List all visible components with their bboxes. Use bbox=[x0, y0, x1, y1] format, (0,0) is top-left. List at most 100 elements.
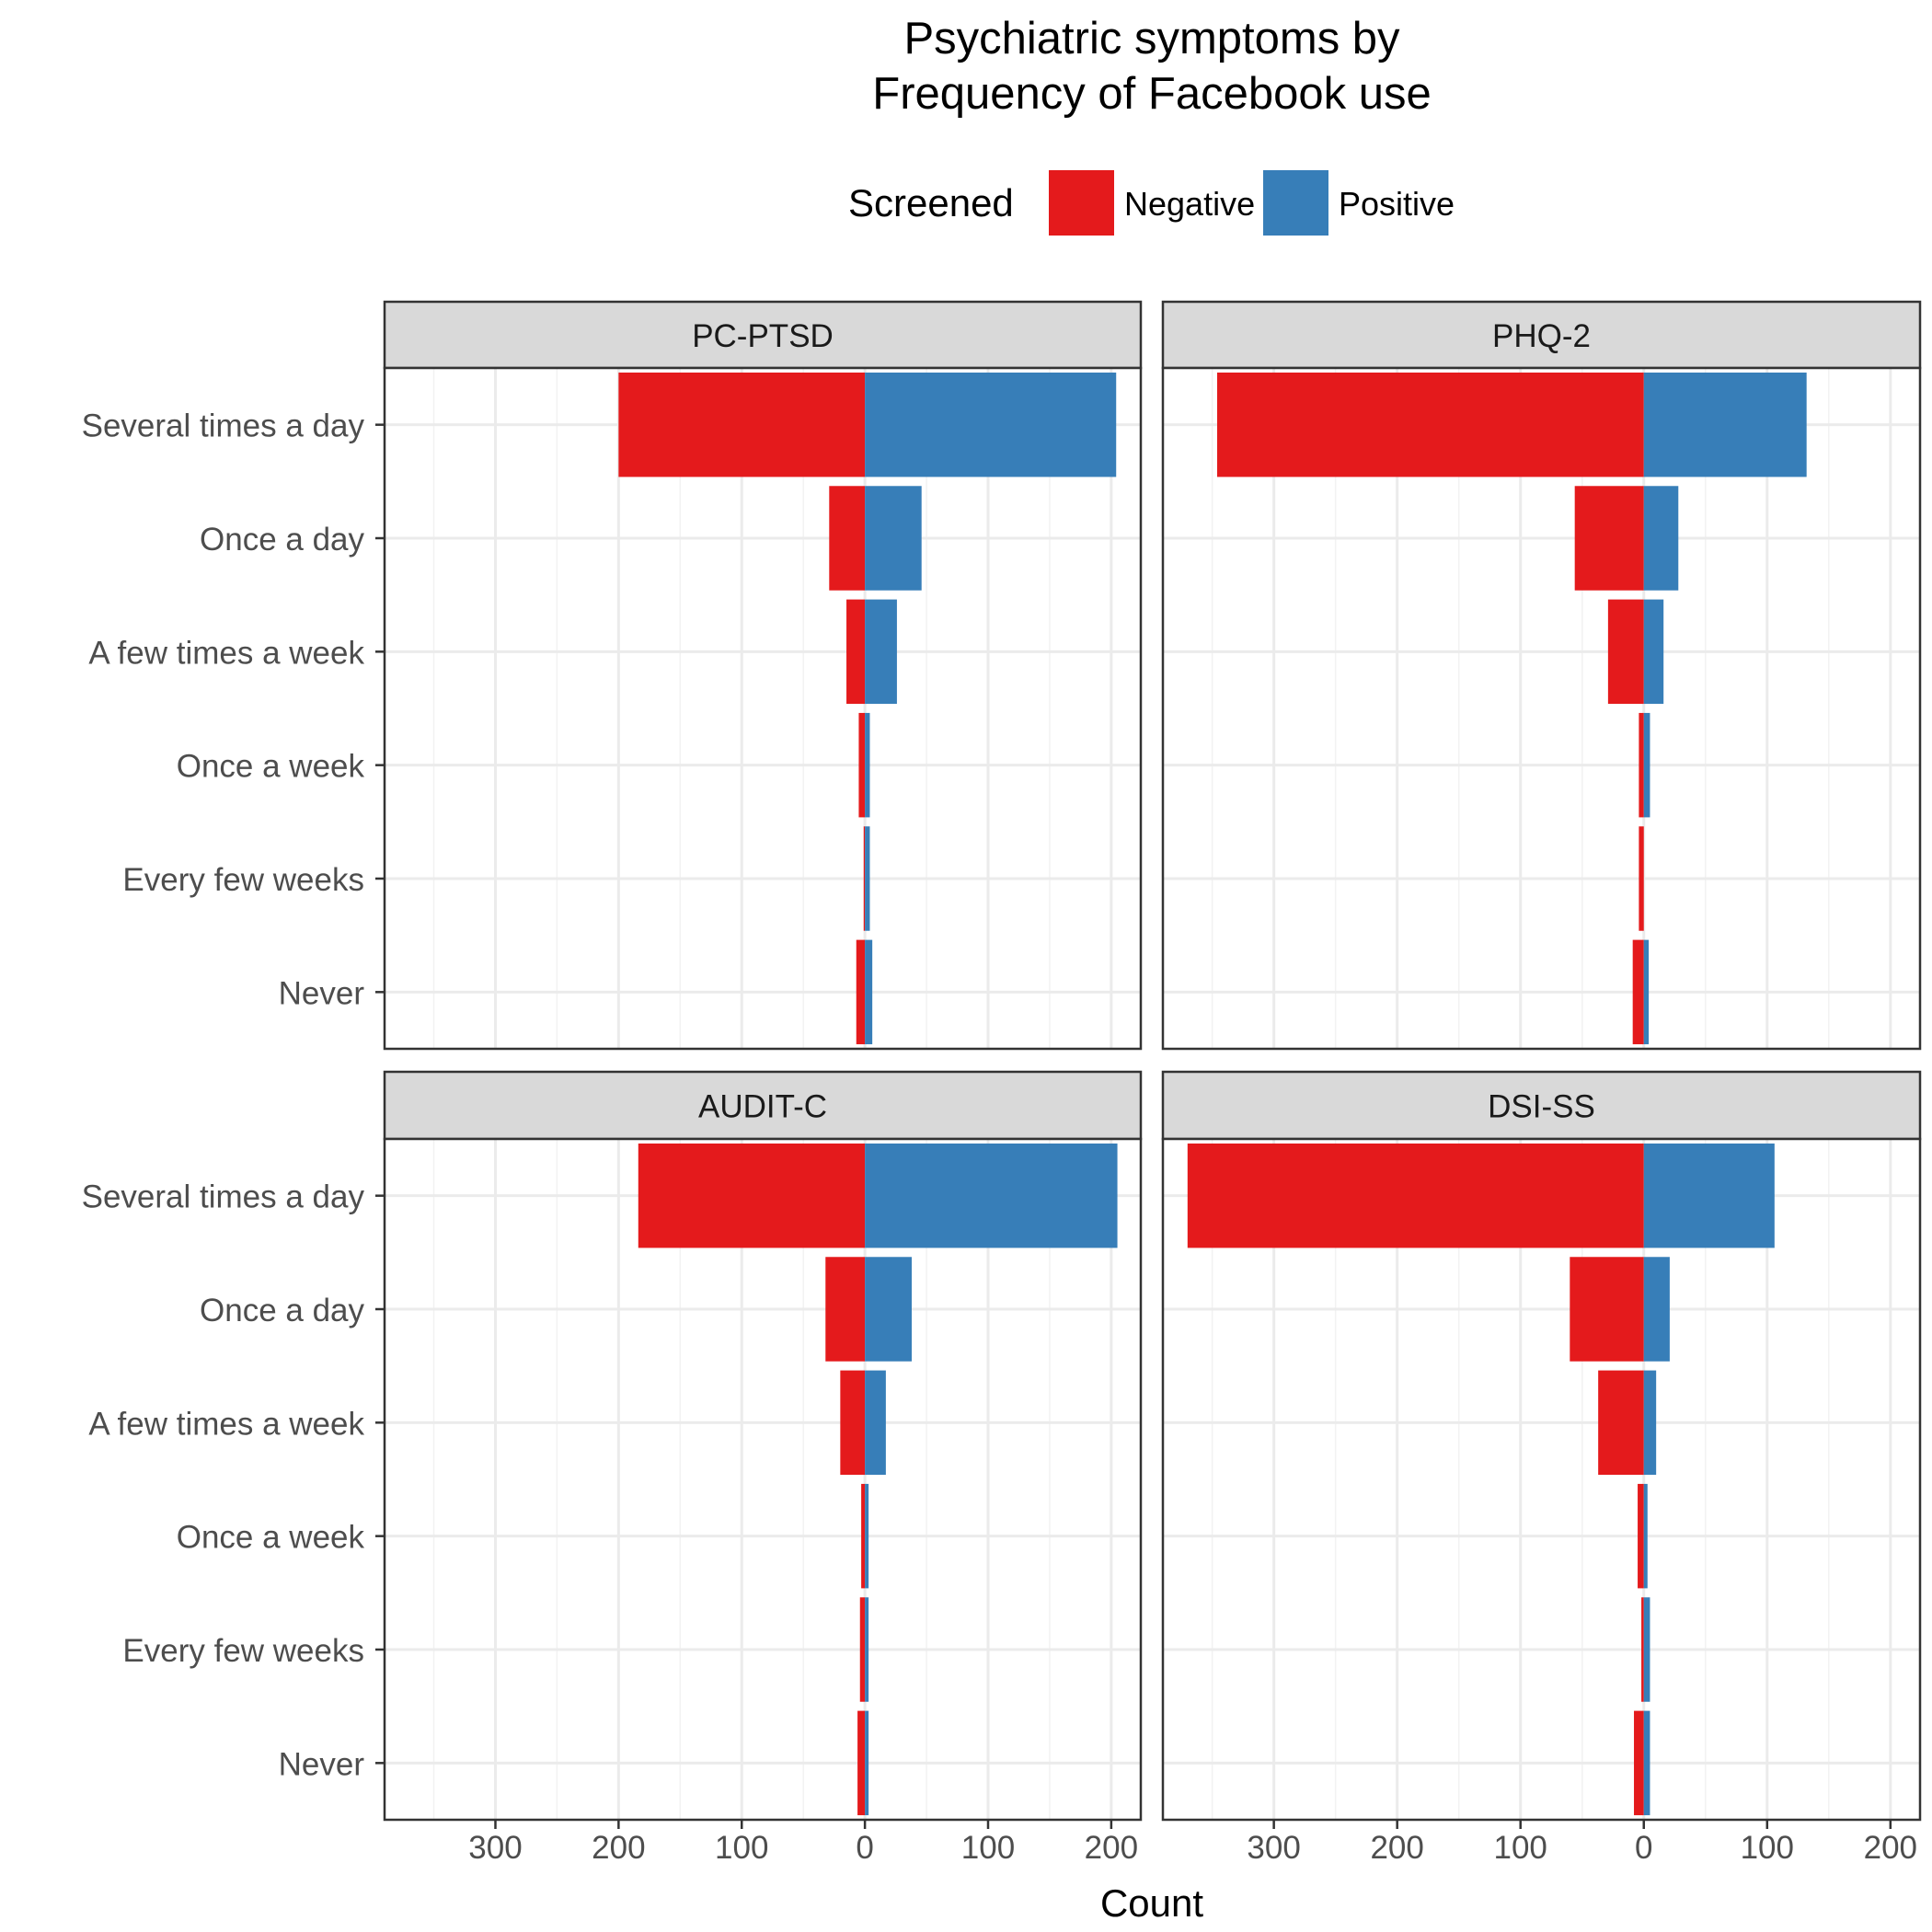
y-tick-label: Once a week bbox=[177, 749, 365, 785]
bar-negative bbox=[1607, 599, 1644, 705]
panels: PC-PTSD Several times a day Once a day A fe… bbox=[82, 300, 1922, 1866]
bar-positive bbox=[1643, 1143, 1775, 1248]
x-tick-label: 0 bbox=[856, 1830, 873, 1866]
bar-positive bbox=[865, 599, 897, 705]
bar-negative bbox=[1574, 486, 1644, 591]
x-tick-label: 100 bbox=[715, 1830, 768, 1866]
bar-positive bbox=[865, 712, 870, 818]
panel-phq-2: PHQ-2 bbox=[1161, 300, 1922, 1051]
panel-border bbox=[383, 1137, 1143, 1822]
bar-positive bbox=[865, 1370, 886, 1476]
y-tick-label: Once a week bbox=[177, 1520, 365, 1556]
bar-positive bbox=[1643, 1483, 1648, 1589]
bar-negative bbox=[1638, 1483, 1644, 1589]
bar-positive bbox=[1643, 712, 1650, 818]
bar-positive bbox=[1643, 939, 1650, 1045]
y-tick-label: A few times a week bbox=[88, 635, 364, 671]
facet-strip bbox=[383, 300, 1143, 370]
bar-positive bbox=[1643, 1257, 1670, 1362]
y-tick-label: Every few weeks bbox=[122, 862, 364, 898]
legend-title: Screened bbox=[848, 181, 1014, 224]
y-tick-label: Never bbox=[279, 1746, 365, 1782]
x-tick-label: 300 bbox=[1247, 1830, 1300, 1866]
bar-positive bbox=[865, 1143, 1118, 1248]
y-tick-label: A few times a week bbox=[88, 1406, 364, 1442]
bar-negative bbox=[1639, 712, 1644, 818]
bar-positive bbox=[865, 1257, 912, 1362]
facet-strip-label: PC-PTSD bbox=[692, 318, 834, 354]
bar-positive bbox=[865, 939, 873, 1045]
panel-border bbox=[1161, 366, 1922, 1051]
chart-title-line2: Frequency of Facebook use bbox=[872, 69, 1431, 119]
bar-negative bbox=[1598, 1370, 1644, 1476]
panel-pc-ptsd: PC-PTSD Several times a day Once a day A fe… bbox=[82, 300, 1143, 1051]
x-tick-label: 200 bbox=[592, 1830, 645, 1866]
panel-audit-c: AUDIT-C Several times a day Once a day A fe… bbox=[82, 1070, 1143, 1866]
bar-negative bbox=[840, 1370, 866, 1476]
plot-background bbox=[1163, 368, 1920, 1049]
y-tick-label: Several times a day bbox=[82, 408, 365, 444]
y-tick-label: Once a day bbox=[200, 1293, 364, 1328]
x-tick-label: 200 bbox=[1370, 1830, 1423, 1866]
bar-negative bbox=[1639, 826, 1644, 931]
bar-positive bbox=[1643, 599, 1664, 705]
bar-negative bbox=[846, 599, 866, 705]
x-tick-label: 300 bbox=[468, 1830, 522, 1866]
bar-negative bbox=[618, 372, 866, 477]
panel-border bbox=[383, 366, 1143, 1051]
bar-negative bbox=[1187, 1143, 1644, 1248]
legend-label-positive: Positive bbox=[1339, 185, 1455, 223]
bar-negative bbox=[863, 826, 866, 931]
bar-negative bbox=[1634, 1710, 1644, 1816]
bar-positive bbox=[865, 372, 1117, 477]
bar-positive bbox=[865, 1597, 869, 1702]
bar-negative bbox=[857, 1710, 866, 1816]
bar-negative bbox=[829, 486, 866, 591]
facet-strip-label: AUDIT-C bbox=[698, 1089, 827, 1125]
x-tick-label: 100 bbox=[1494, 1830, 1547, 1866]
plot-background bbox=[385, 368, 1141, 1049]
facet-strip bbox=[1161, 300, 1922, 370]
legend-label-negative: Negative bbox=[1124, 185, 1255, 223]
y-tick-label: Several times a day bbox=[82, 1179, 365, 1215]
x-tick-label: 0 bbox=[1635, 1830, 1652, 1866]
legend-key-negative bbox=[1049, 170, 1114, 236]
bar-negative bbox=[1632, 939, 1644, 1045]
bar-negative bbox=[1570, 1257, 1644, 1362]
bar-positive bbox=[1643, 372, 1807, 477]
bar-negative bbox=[1216, 372, 1644, 477]
facet-strip-label: DSI-SS bbox=[1488, 1089, 1595, 1125]
bar-negative bbox=[859, 1597, 866, 1702]
y-tick-label: Once a day bbox=[200, 522, 364, 558]
x-tick-label: 100 bbox=[1741, 1830, 1794, 1866]
legend: Screened Negative Positive bbox=[848, 170, 1455, 236]
bar-positive bbox=[865, 1483, 869, 1589]
x-tick-label: 100 bbox=[961, 1830, 1015, 1866]
facet-strip-label: PHQ-2 bbox=[1492, 318, 1591, 354]
facet-strip bbox=[383, 1070, 1143, 1141]
plot-background bbox=[385, 1139, 1141, 1820]
y-tick-label: Every few weeks bbox=[122, 1633, 364, 1669]
bar-negative bbox=[861, 1483, 866, 1589]
bar-positive bbox=[1643, 1710, 1650, 1816]
legend-key-positive bbox=[1263, 170, 1328, 236]
y-tick-label: Never bbox=[279, 975, 365, 1011]
chart-title-line1: Psychiatric symptoms by bbox=[903, 14, 1400, 63]
panel-dsi-ss: DSI-SS 300 200 100 0 100 200 bbox=[1161, 1070, 1922, 1866]
x-axis-title: Count bbox=[1100, 1881, 1203, 1925]
bar-negative bbox=[638, 1143, 866, 1248]
bar-positive bbox=[865, 1710, 869, 1816]
bar-negative bbox=[858, 712, 866, 818]
bar-positive bbox=[1643, 486, 1679, 591]
x-tick-label: 200 bbox=[1085, 1830, 1138, 1866]
bar-positive bbox=[865, 486, 922, 591]
plot-background bbox=[1163, 1139, 1920, 1820]
bar-negative bbox=[856, 939, 866, 1045]
x-tick-label: 200 bbox=[1864, 1830, 1917, 1866]
bar-positive bbox=[865, 826, 870, 931]
bar-negative bbox=[1641, 1597, 1644, 1702]
bar-positive bbox=[1643, 1597, 1650, 1702]
panel-border bbox=[1161, 1137, 1922, 1822]
bar-positive bbox=[1643, 1370, 1657, 1476]
